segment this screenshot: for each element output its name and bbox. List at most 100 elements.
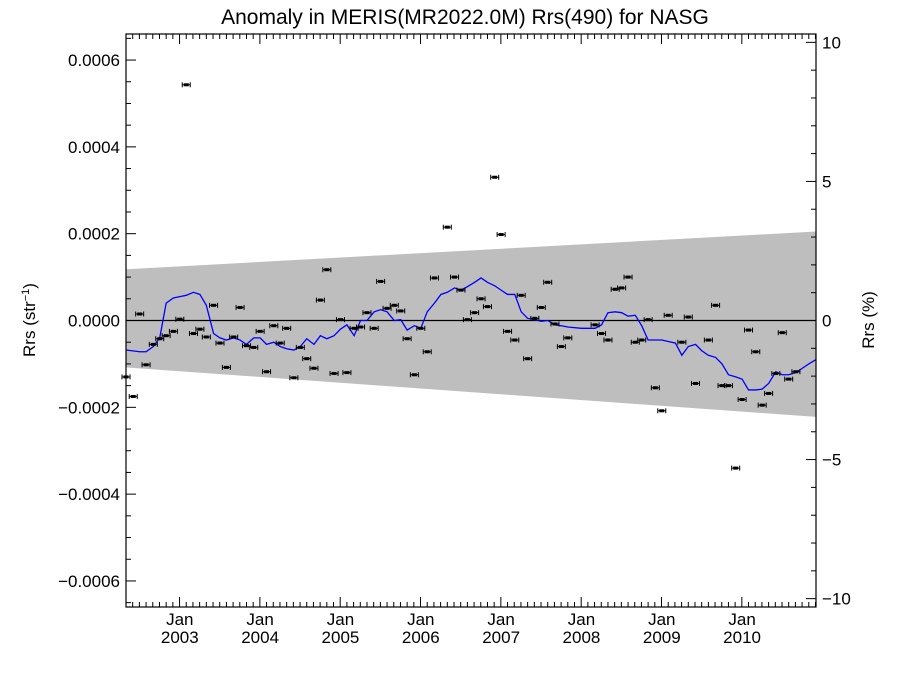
data-point-75 [650, 385, 660, 391]
data-point-39 [382, 305, 392, 311]
y-left-tick-label: 0.0004 [68, 138, 120, 157]
data-point-58 [516, 292, 526, 298]
y-right-tick-label: −5 [822, 451, 841, 470]
data-point-67 [597, 331, 607, 337]
data-point-59 [523, 356, 533, 362]
x-tick-month-label: Jan [568, 610, 595, 629]
x-tick-month-label: Jan [728, 610, 755, 629]
data-point-70 [617, 285, 627, 291]
x-tick-year-label: 2010 [723, 628, 761, 647]
data-point-36 [362, 310, 372, 316]
data-point-88 [751, 349, 761, 355]
data-point-76 [657, 408, 667, 414]
data-point-66 [590, 322, 600, 328]
data-point-16 [229, 334, 239, 340]
data-point-9 [181, 82, 191, 88]
data-point-84 [723, 383, 733, 389]
data-point-13 [209, 302, 219, 308]
y-axis-left-label-superscript: −1 [20, 289, 32, 302]
data-point-64 [556, 344, 566, 350]
data-point-37 [369, 325, 379, 331]
data-point-89 [757, 402, 767, 408]
data-point-15 [221, 364, 231, 370]
data-point-74 [643, 317, 653, 323]
data-point-45 [422, 349, 432, 355]
data-point-2 [135, 311, 145, 317]
data-point-4 [148, 341, 158, 347]
data-point-17 [235, 304, 245, 310]
x-tick-month-label: Jan [407, 610, 434, 629]
x-tick-month-label: Jan [487, 610, 514, 629]
data-point-80 [691, 380, 701, 386]
data-point-10 [188, 331, 198, 337]
y-axis-left-label: Rrs (str−1) [20, 283, 39, 357]
data-point-47 [442, 224, 452, 230]
data-point-82 [711, 302, 721, 308]
data-point-93 [784, 376, 794, 382]
data-point-24 [282, 325, 292, 331]
data-point-3 [141, 362, 151, 368]
x-tick-year-label: 2006 [402, 628, 440, 647]
uncertainty-band [126, 231, 816, 417]
data-point-12 [201, 334, 211, 340]
data-point-42 [402, 336, 412, 342]
data-point-30 [322, 267, 332, 273]
data-point-41 [396, 308, 406, 314]
data-point-33 [342, 370, 352, 376]
data-point-11 [195, 326, 205, 332]
data-point-90 [764, 390, 774, 396]
data-point-63 [550, 321, 560, 327]
data-point-71 [623, 274, 633, 280]
data-point-7 [168, 328, 178, 334]
x-tick-month-label: Jan [648, 610, 675, 629]
data-point-52 [476, 296, 486, 302]
y-left-tick-label: −0.0002 [58, 398, 120, 417]
x-tick-month-label: Jan [246, 610, 273, 629]
data-point-32 [335, 317, 345, 323]
data-point-54 [490, 174, 500, 180]
x-tick-year-label: 2008 [563, 628, 601, 647]
data-point-65 [563, 335, 573, 341]
data-point-29 [315, 297, 325, 303]
data-point-14 [215, 340, 225, 346]
data-point-85 [731, 465, 741, 471]
y-axis-left-label-close: ) [20, 283, 39, 289]
plot-area: 0.0006 0.0004 0.0002 0.0000 −0.0002 −0.0004 −0… [58, 33, 851, 647]
data-point-48 [450, 274, 460, 280]
x-tick-month-label: Jan [166, 610, 193, 629]
data-point-57 [510, 337, 520, 343]
y-left-tick-label: −0.0004 [58, 485, 120, 504]
data-point-28 [309, 365, 319, 371]
data-point-78 [677, 339, 687, 345]
chart-title: Anomaly in MERIS(MR2022.0M) Rrs(490) for… [221, 6, 709, 29]
y-right-tick-label: 10 [822, 33, 841, 52]
data-point-46 [429, 275, 439, 281]
data-point-1 [128, 393, 138, 399]
data-point-6 [161, 333, 171, 339]
data-point-35 [356, 324, 366, 330]
data-point-19 [249, 344, 259, 350]
data-point-87 [744, 327, 754, 333]
data-point-60 [530, 315, 540, 321]
data-point-55 [496, 232, 506, 238]
x-tick-year-label: 2005 [322, 628, 360, 647]
data-point-81 [703, 337, 713, 343]
x-tick-year-label: 2009 [643, 628, 681, 647]
data-point-92 [777, 330, 787, 336]
data-point-56 [503, 328, 513, 334]
y-left-tick-label: −0.0006 [58, 572, 120, 591]
y-left-tick-label: 0.0006 [68, 51, 120, 70]
x-tick-year-label: 2004 [241, 628, 279, 647]
data-point-44 [416, 325, 426, 331]
y-axis-right-label: Rrs (%) [859, 291, 878, 349]
data-point-73 [637, 337, 647, 343]
data-point-62 [543, 279, 553, 285]
y-left-tick-label: 0.0002 [68, 225, 120, 244]
data-point-49 [456, 287, 466, 293]
x-tick-year-label: 2003 [161, 628, 199, 647]
data-point-27 [302, 356, 312, 362]
data-point-77 [663, 312, 673, 318]
data-point-25 [289, 375, 299, 381]
data-point-38 [376, 278, 386, 284]
x-tick-month-label: Jan [327, 610, 354, 629]
